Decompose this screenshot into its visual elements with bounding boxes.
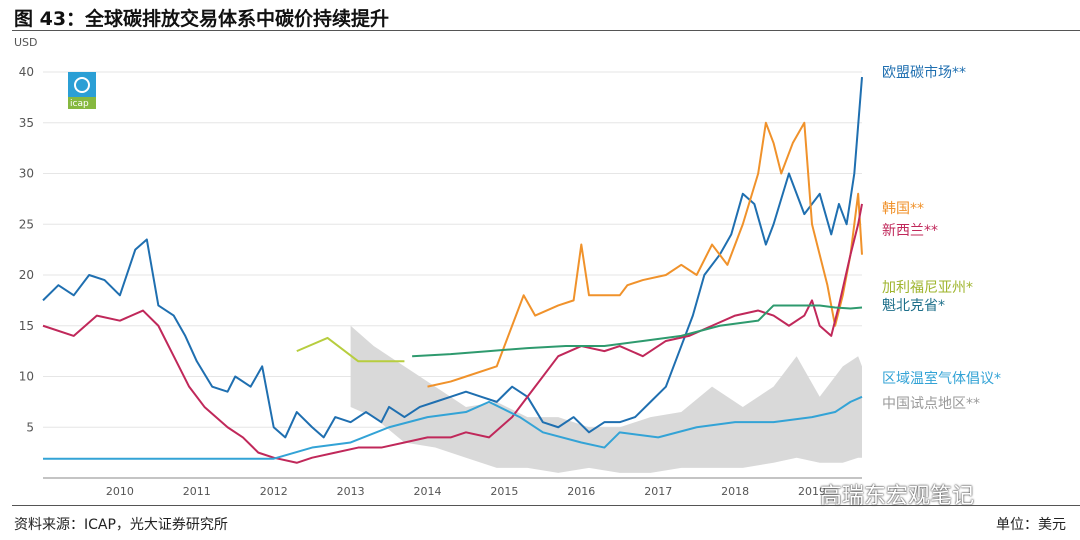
x-tick-label: 2015 [490, 485, 518, 498]
y-tick-label: 10 [19, 370, 34, 384]
series-lines [42, 76, 863, 464]
chart-canvas: 5 10 15 20 25 30 35 40 2010 2011 2012 2013 2014 2015… [14, 36, 1001, 498]
x-tick-label: 2018 [721, 485, 749, 498]
legend-label: 魁北克省* [882, 298, 945, 314]
icap-logo: icap [68, 72, 96, 109]
x-tick-label: 2011 [183, 485, 211, 498]
icap-logo-bottom [68, 97, 96, 109]
series-line-3 [296, 336, 405, 363]
y-tick-label: 5 [26, 420, 34, 434]
source-note: 资料来源：ICAP，光大证券研究所 [14, 517, 228, 533]
x-tick-label: 2014 [414, 485, 442, 498]
icap-logo-icon [74, 77, 90, 93]
x-tick-label: 2019 [798, 485, 826, 498]
unit-note: 单位：美元 [996, 517, 1066, 533]
series-line-0 [42, 76, 863, 439]
legend-label: 韩国** [882, 201, 924, 217]
y-tick-label: 25 [19, 217, 34, 231]
x-tick-label: 2012 [260, 485, 288, 498]
band-area-china-pilot [350, 325, 862, 473]
legend-label: 欧盟碳市场** [882, 64, 966, 81]
watermark: 高瑞东宏观笔记 [820, 484, 975, 509]
top-rule [12, 30, 1080, 31]
series-line-4 [412, 304, 863, 358]
icap-logo-text: icap [70, 99, 89, 109]
figure-title: 图 43：全球碳排放交易体系中碳价持续提升 [14, 8, 390, 30]
legend-label: 中国试点地区** [882, 396, 980, 412]
china-pilot-band [350, 325, 862, 473]
series-line-1 [427, 121, 863, 388]
y-tick-label: 35 [19, 116, 34, 130]
bottom-rule [12, 505, 1080, 506]
y-tick-label: 30 [19, 167, 34, 181]
y-axis-ticks: 5 10 15 20 25 30 35 40 [19, 65, 34, 434]
series-line-5 [43, 395, 863, 460]
y-axis-label: USD [14, 36, 38, 49]
y-tick-label: 15 [19, 319, 34, 333]
x-axis-ticks: 2010 2011 2012 2013 2014 2015 2016 2017 2018 2019 [106, 485, 826, 498]
legend-label: 新西兰** [882, 223, 938, 239]
x-tick-label: 2016 [567, 485, 595, 498]
y-tick-label: 20 [19, 268, 34, 282]
legend-label: 区域温室气体倡议* [882, 370, 1001, 387]
x-tick-label: 2017 [644, 485, 672, 498]
legend-label: 加利福尼亚州* [882, 280, 973, 296]
x-tick-label: 2013 [337, 485, 365, 498]
y-tick-label: 40 [19, 65, 34, 79]
series-line-2 [42, 203, 863, 464]
x-tick-label: 2010 [106, 485, 134, 498]
inline-legend: 欧盟碳市场** 韩国** 新西兰** 加利福尼亚州* 魁北克省* 区域温室气体倡议* 中国试… [882, 64, 1001, 412]
